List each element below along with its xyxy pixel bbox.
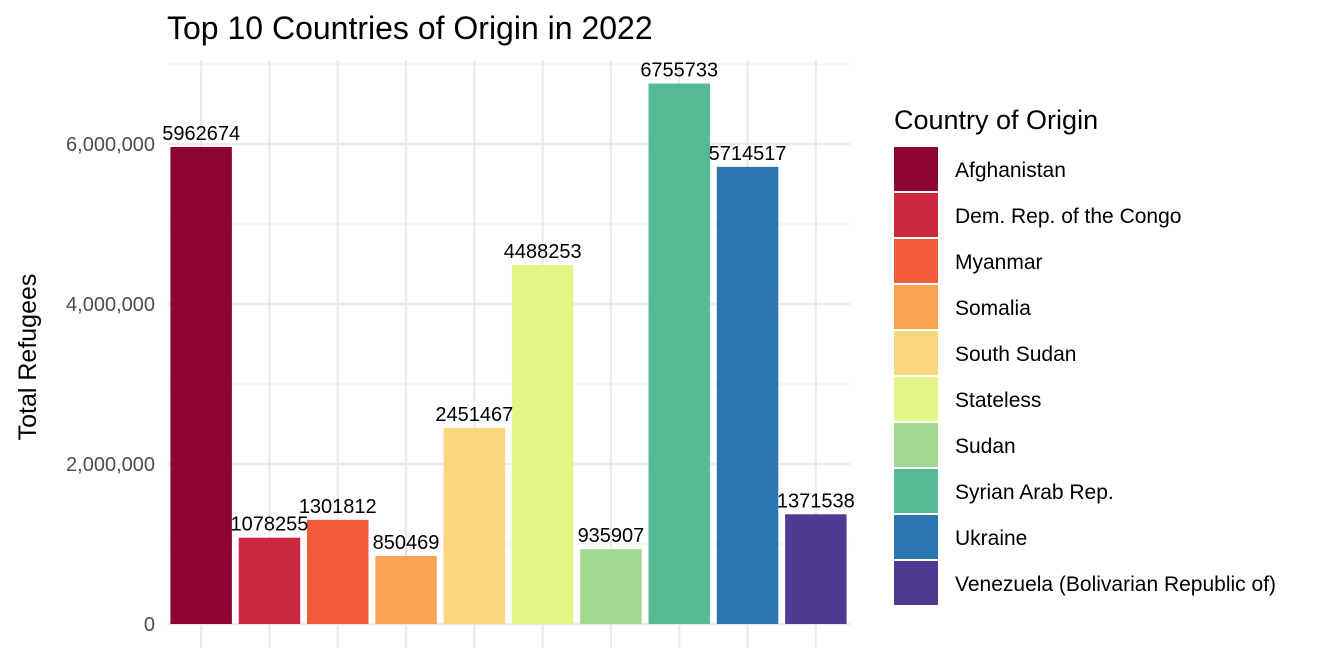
data-label-syrian-arab-rep: 6755733: [640, 60, 718, 82]
bar-myanmar: [307, 519, 369, 624]
chart-title: Top 10 Countries of Origin in 2022: [167, 10, 653, 46]
data-label-somalia: 850469: [373, 532, 440, 554]
legend: Country of Origin Afghanistan Dem. Rep. o…: [894, 105, 1276, 605]
bar-south-sudan: [443, 427, 506, 624]
legend-swatch-sudan: [894, 423, 938, 467]
bar-ukraine: [716, 166, 779, 625]
legend-label-afghanistan: Afghanistan: [955, 159, 1066, 182]
data-label-afghanistan: 5962674: [162, 123, 240, 145]
legend-swatch-dem-rep-of-the-congo: [894, 193, 938, 237]
legend-label-dem-rep-of-the-congo: Dem. Rep. of the Congo: [955, 205, 1181, 228]
data-label-stateless: 4488253: [504, 241, 582, 263]
data-label-venezuela-bolivarian-republic-of: 1371538: [777, 490, 855, 512]
legend-label-sudan: Sudan: [955, 435, 1016, 458]
legend-label-myanmar: Myanmar: [955, 251, 1043, 274]
legend-swatch-south-sudan: [894, 331, 938, 375]
data-label-sudan: 935907: [578, 525, 645, 547]
data-label-ukraine: 5714517: [709, 143, 787, 165]
y-tick-label: 2,000,000: [66, 454, 155, 476]
legend-title: Country of Origin: [894, 105, 1098, 135]
legend-items: Afghanistan Dem. Rep. of the Congo Myanmar…: [894, 147, 1276, 605]
legend-swatch-stateless: [894, 377, 938, 421]
y-tick-label: 6,000,000: [66, 134, 155, 156]
legend-swatch-somalia: [894, 285, 938, 329]
y-tick-label: 0: [144, 614, 155, 636]
legend-swatch-venezuela-bolivarian-republic-of: [894, 561, 938, 605]
y-tick-label: 4,000,000: [66, 294, 155, 316]
legend-swatch-syrian-arab-rep: [894, 469, 938, 513]
bar-somalia: [375, 555, 437, 624]
data-label-south-sudan: 2451467: [435, 404, 513, 426]
bars: [170, 83, 847, 625]
legend-swatch-myanmar: [894, 239, 938, 283]
y-axis-title: Total Refugees: [14, 274, 42, 441]
bar-venezuela-bolivarian-republic-of: [785, 514, 847, 624]
legend-label-venezuela-bolivarian-republic-of: Venezuela (Bolivarian Republic of): [955, 573, 1276, 596]
legend-label-stateless: Stateless: [955, 389, 1041, 412]
legend-swatch-afghanistan: [894, 147, 938, 191]
bar-dem-rep-of-the-congo: [238, 537, 301, 624]
legend-label-south-sudan: South Sudan: [955, 343, 1076, 366]
legend-swatch-ukraine: [894, 515, 938, 559]
legend-label-syrian-arab-rep: Syrian Arab Rep.: [955, 481, 1114, 504]
bar-syrian-arab-rep: [648, 83, 710, 624]
legend-label-ukraine: Ukraine: [955, 527, 1027, 550]
bar-sudan: [580, 549, 642, 624]
data-label-dem-rep-of-the-congo: 1078255: [231, 514, 309, 536]
y-axis-ticks: 0 2,000,000 4,000,000 6,000,000: [66, 134, 155, 636]
data-label-myanmar: 1301812: [299, 496, 377, 518]
bar-afghanistan: [170, 146, 232, 624]
bar-stateless: [511, 264, 574, 624]
legend-label-somalia: Somalia: [955, 297, 1031, 320]
